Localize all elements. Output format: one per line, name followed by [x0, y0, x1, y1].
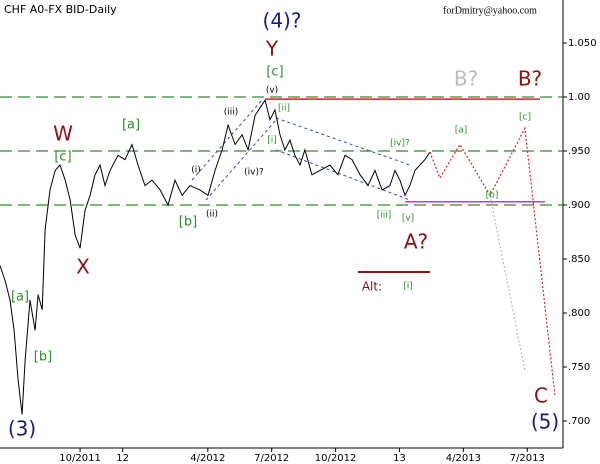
wave-label: [iii]: [377, 211, 392, 221]
wave-label: [ii]: [278, 104, 290, 114]
chart-title: CHF A0-FX BID-Daily: [4, 3, 117, 16]
wave-label: (ii): [206, 210, 218, 220]
y-tick-label: 1.00: [568, 92, 590, 103]
wave-label: B?: [454, 67, 478, 91]
x-tick-label: 4/2012: [190, 453, 225, 464]
wave-label: B?: [518, 67, 542, 91]
y-tick-label: .800: [568, 308, 590, 319]
wave-label: (4)?: [263, 9, 302, 33]
wave-label: [c]: [266, 65, 283, 80]
x-tick-label: 7/2013: [510, 453, 545, 464]
wave-label: C: [534, 384, 548, 408]
wave-label: (iii): [224, 108, 239, 118]
wave-label: [a]: [455, 126, 468, 136]
y-tick-label: .750: [568, 362, 590, 373]
y-tick-label: .950: [568, 146, 590, 157]
wave-label: [i]: [403, 282, 413, 292]
wave-label: (5): [531, 410, 559, 434]
y-tick-label: .850: [568, 254, 590, 265]
wave-label: A?: [404, 230, 428, 254]
source: forDmitry@yahoo.com: [443, 5, 537, 16]
wave-label: [v]: [402, 214, 414, 224]
wave-label: [c]: [54, 150, 71, 165]
wave-label: Alt:: [362, 280, 382, 294]
x-tick-label: 10/2011: [59, 453, 101, 464]
y-tick-label: .700: [568, 416, 590, 427]
x-tick-label: 12: [116, 453, 129, 464]
wave-label: W: [53, 122, 73, 146]
wave-label: (iv)?: [244, 168, 264, 178]
x-tick-label: 7/2012: [254, 453, 289, 464]
x-tick-label: 13: [393, 453, 406, 464]
forecast-line: [489, 195, 526, 371]
wave-label: [b]: [179, 215, 197, 230]
wave-label: [iv]?: [390, 139, 410, 149]
wave-label: (v): [266, 86, 278, 96]
wave-label: [b]: [34, 350, 52, 365]
wave-label: [b]: [486, 191, 499, 201]
y-tick-label: .900: [568, 200, 590, 211]
wave-label: (3): [8, 417, 36, 441]
price-line: [0, 98, 431, 415]
wave-label: [i]: [267, 136, 277, 146]
forecast-line: [429, 126, 556, 396]
wave-label: X: [76, 255, 90, 279]
wave-label: [a]: [122, 118, 140, 133]
wave-label: Y: [265, 37, 279, 61]
wave-label: [c]: [519, 113, 531, 123]
wave-label: (i): [191, 166, 201, 176]
x-tick-label: 10/2012: [315, 453, 357, 464]
wave-label: [a]: [11, 290, 29, 305]
channel-line: [205, 119, 277, 201]
x-tick-label: 4/2013: [446, 453, 481, 464]
y-tick-label: 1.050: [568, 38, 597, 49]
